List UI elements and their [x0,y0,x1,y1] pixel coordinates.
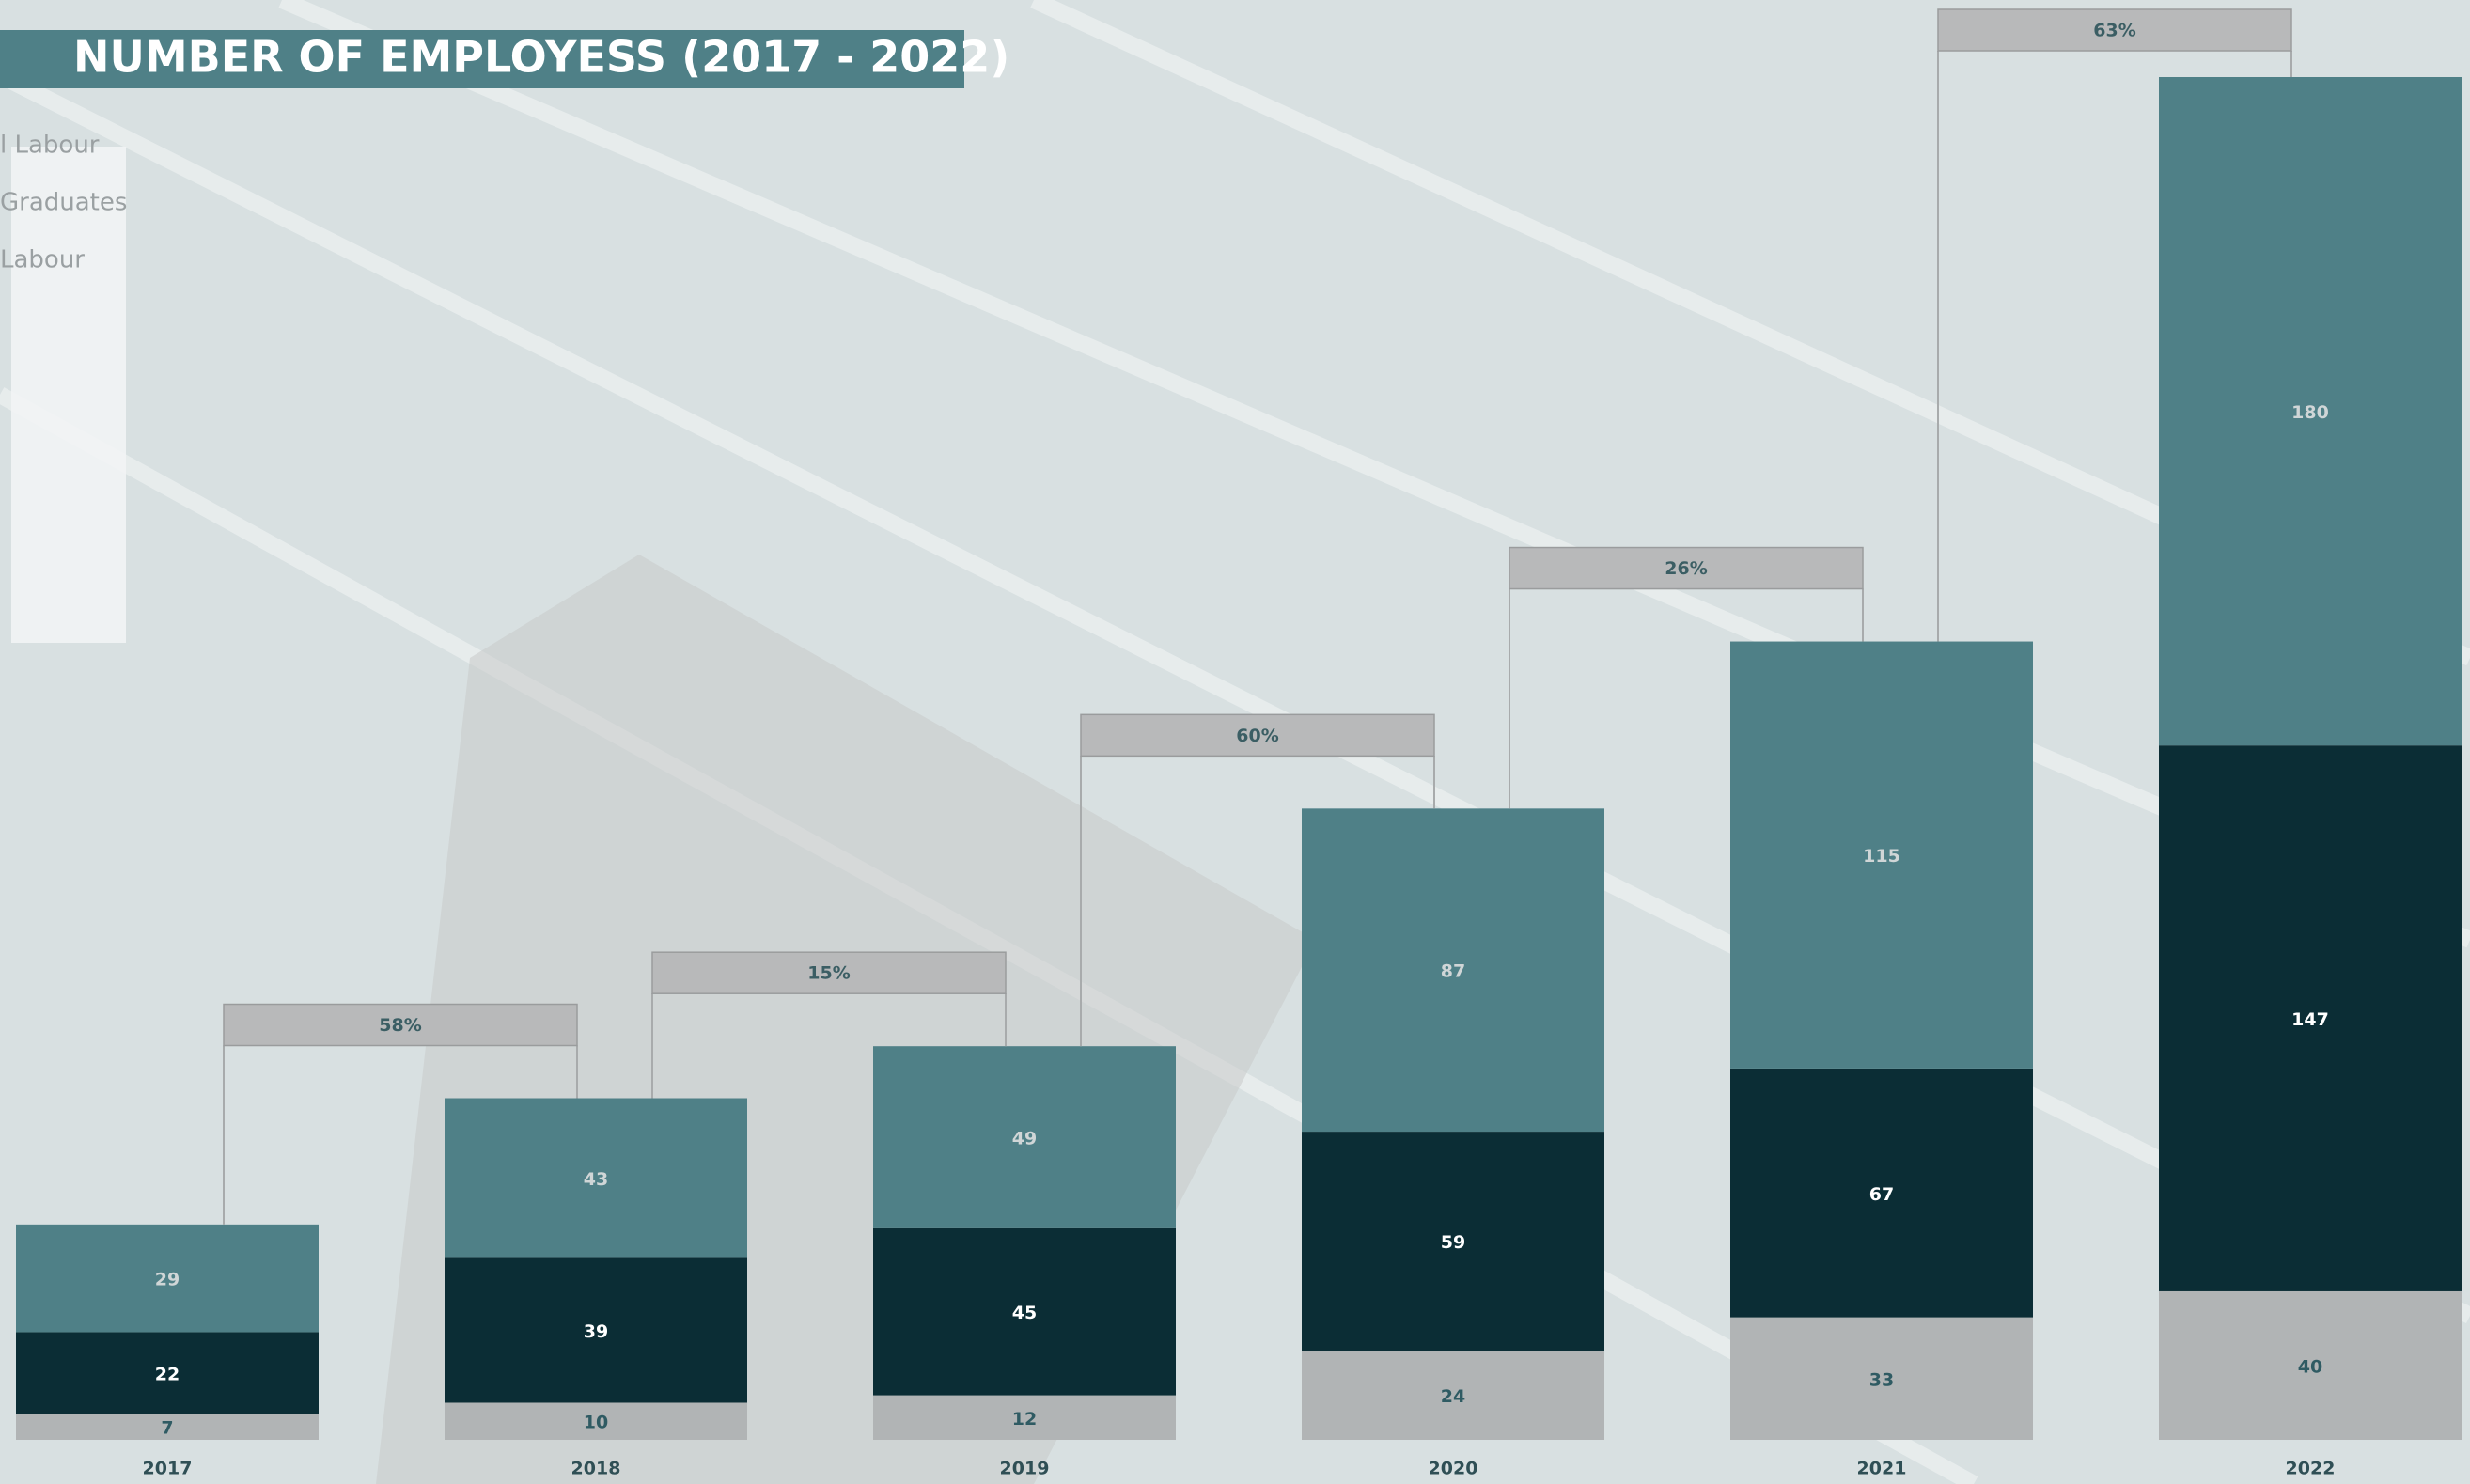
value-label: 24 [1441,1386,1465,1407]
bar-segment [445,1402,747,1440]
value-label: 180 [2291,402,2329,423]
value-label: 40 [2298,1356,2322,1377]
growth-box [1509,546,1864,590]
value-label: 10 [584,1413,608,1433]
bar-segment [1730,1317,2033,1440]
title-banner [0,30,964,88]
value-label: 39 [584,1321,608,1342]
legend-label: l Labour [0,132,100,160]
growth-box [651,951,1007,994]
bar-segment [16,1414,319,1440]
growth-label: 15% [807,963,850,984]
bar-segment [1730,641,2033,1069]
growth-label: 26% [1665,558,1707,579]
legend-panel [11,147,126,643]
legend-label: Labour [0,246,85,274]
growth-label: 60% [1236,726,1278,746]
bar-segment [1730,1068,2033,1318]
legend: l Labour Graduates Labour [0,132,127,274]
value-label: 45 [1012,1303,1037,1323]
x-tick-label: 2022 [2286,1459,2336,1479]
value-label: 49 [1012,1128,1037,1148]
value-label: 87 [1441,961,1465,982]
growth-label: 63% [2093,21,2135,41]
x-tick-label: 2020 [1429,1459,1478,1479]
chart-title: NUMBER OF EMPLOYESS (2017 - 2022) [73,32,1009,83]
bar-segment [16,1332,319,1414]
growth-box [223,1003,578,1047]
legend-label: Graduates [0,189,127,217]
value-label: 147 [2291,1009,2329,1030]
value-label: 33 [1869,1369,1894,1390]
bar-segment [2159,77,2462,746]
x-tick-label: 2017 [143,1459,193,1479]
growth-box [1080,713,1435,758]
x-tick-label: 2018 [571,1459,621,1479]
value-label: 7 [161,1418,173,1439]
x-tick-label: 2019 [1000,1459,1050,1479]
value-label: 12 [1012,1409,1037,1429]
value-label: 67 [1869,1184,1894,1205]
bar-segment [445,1257,747,1403]
value-label: 115 [1863,846,1900,867]
bar-segment [445,1098,747,1258]
bar-segment [2159,1290,2462,1440]
growth-label: 58% [379,1015,421,1036]
value-label: 59 [1441,1232,1465,1253]
value-label: 43 [584,1169,608,1190]
bar-segment [1302,1132,1604,1351]
growth-box [1937,8,2292,52]
value-label: 22 [155,1364,180,1384]
bar-segment [2159,745,2462,1291]
bar-segment [873,1395,1176,1440]
value-label: 29 [155,1270,180,1290]
bar-segment [16,1224,319,1333]
bar-segment [1302,808,1604,1133]
bar-segment [1302,1351,1604,1440]
x-tick-label: 2021 [1857,1459,1907,1479]
bar-segment [873,1046,1176,1228]
bar-segment [873,1227,1176,1396]
